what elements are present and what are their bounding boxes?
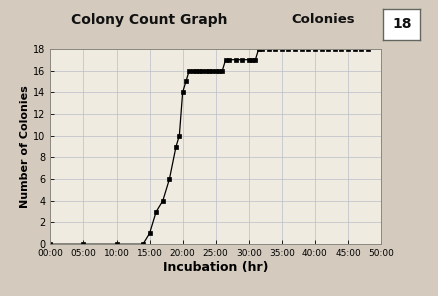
Text: Colony Count Graph: Colony Count Graph [71,13,227,27]
Text: 18: 18 [392,17,412,31]
Text: Colonies: Colonies [291,13,355,26]
Y-axis label: Number of Colonies: Number of Colonies [20,85,30,208]
X-axis label: Incubation (hr): Incubation (hr) [163,261,268,274]
